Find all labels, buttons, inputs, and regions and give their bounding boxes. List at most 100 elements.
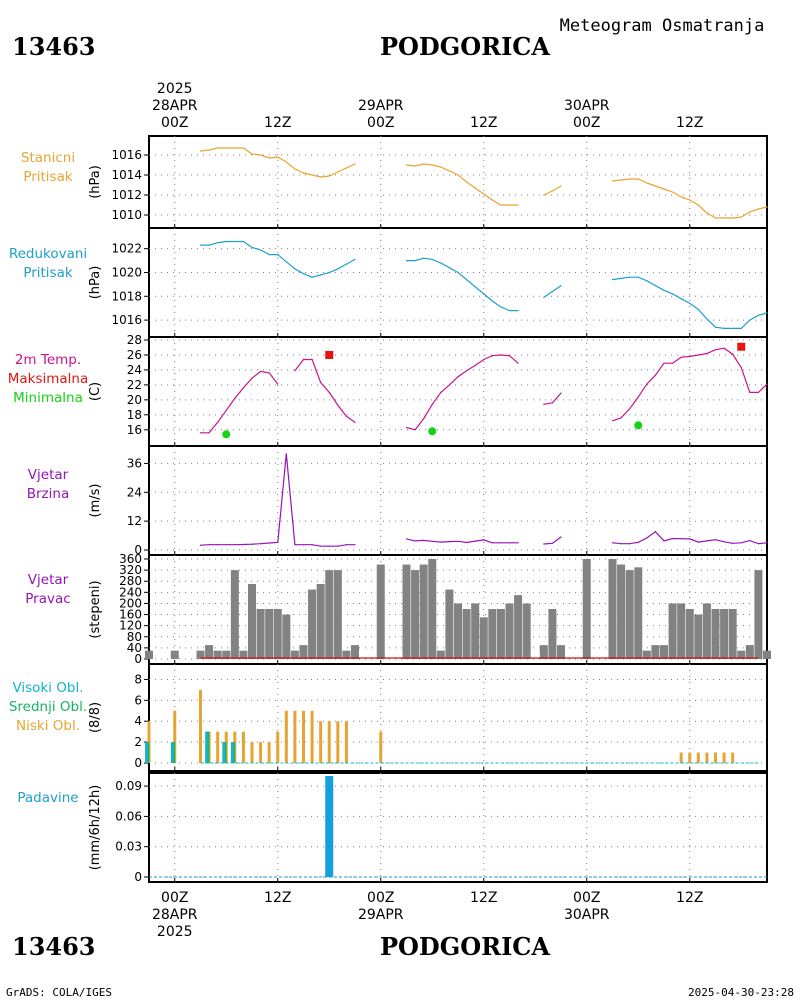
data-point	[543, 296, 545, 299]
series-line	[406, 163, 519, 206]
data-point	[723, 217, 725, 219]
data-point	[766, 542, 768, 544]
data-point	[225, 409, 227, 411]
data-point	[560, 392, 562, 394]
data-point	[414, 429, 416, 431]
wind-dir-bar	[557, 645, 565, 659]
data-point	[706, 212, 708, 214]
data-point	[285, 261, 287, 263]
panel-frame	[148, 135, 768, 229]
data-point	[234, 240, 236, 243]
series-line	[406, 538, 519, 544]
data-point	[706, 352, 708, 355]
y-tick-label: 0	[134, 652, 142, 666]
tmin-marker	[428, 427, 437, 436]
data-point	[268, 157, 270, 159]
data-point	[646, 280, 648, 282]
y-tick-label: 22	[127, 378, 142, 392]
data-point	[294, 370, 296, 372]
data-point	[448, 170, 451, 172]
data-point	[259, 249, 262, 251]
wind-dir-bar	[625, 570, 634, 659]
data-point	[697, 354, 699, 356]
y-tick-label: 1012	[111, 188, 142, 202]
data-point	[268, 254, 270, 256]
data-point	[611, 420, 614, 422]
y-tick-label: 1014	[111, 168, 142, 182]
data-point	[448, 267, 451, 269]
y-axis-label: (8/8)	[88, 702, 103, 733]
data-point	[611, 279, 614, 281]
y-tick-label: 4	[134, 714, 142, 728]
y-tick-label: 12	[127, 514, 142, 528]
data-point	[465, 279, 468, 281]
wind-dir-bar	[230, 570, 239, 659]
wind-dir-bar	[617, 564, 626, 659]
panels: 1010101210141016(hPa)StanicniPritisak101…	[8, 135, 771, 884]
data-point	[423, 163, 425, 165]
data-point	[517, 362, 519, 364]
data-point	[440, 541, 442, 543]
time-label-top: 00Z	[573, 115, 600, 131]
data-point	[749, 211, 751, 213]
y-axis-label: (mm/6h/12h)	[88, 785, 103, 871]
data-point	[689, 538, 691, 540]
panel-label: Redukovani	[9, 246, 87, 262]
time-label-bottom: 00Z	[161, 890, 188, 906]
series-line	[200, 370, 279, 434]
station-name-top: PODGORICA	[380, 32, 550, 61]
cloud-bar	[714, 752, 717, 763]
wind-dir-bar	[222, 650, 231, 659]
wind-dir-bar	[754, 570, 763, 659]
time-label-top: 2025	[157, 81, 193, 97]
cloud-bar	[327, 721, 331, 763]
panel-label: Pravac	[25, 591, 70, 607]
y-tick-label: 1016	[111, 148, 142, 162]
data-point	[294, 168, 296, 170]
y-axis-label: (stepeni)	[88, 580, 103, 638]
y-tick-label: 120	[119, 619, 142, 633]
wind-dir-bar	[290, 650, 299, 659]
data-point	[234, 544, 236, 546]
data-point	[302, 172, 305, 174]
data-point	[311, 544, 313, 546]
data-point	[320, 274, 322, 276]
data-point	[354, 163, 356, 165]
time-label-bottom: 12Z	[470, 890, 497, 906]
data-point	[251, 246, 253, 249]
tmin-marker	[634, 421, 643, 430]
data-point	[508, 542, 511, 544]
data-point	[465, 370, 468, 372]
data-point	[337, 404, 339, 406]
data-point	[551, 190, 554, 192]
panel-label: Maksimalna	[8, 371, 89, 387]
series-line	[406, 354, 519, 431]
data-point	[440, 262, 442, 264]
panel-label: Visoki Obl.	[12, 680, 83, 696]
cloud-bar	[205, 731, 209, 763]
data-point	[500, 542, 502, 544]
panel-label: Pritisak	[23, 169, 73, 185]
time-label-top: 28APR	[152, 98, 198, 114]
wind-dir-bar	[634, 567, 643, 659]
data-point	[766, 383, 768, 385]
data-point	[242, 387, 245, 389]
data-point	[671, 293, 674, 295]
data-point	[457, 271, 459, 274]
y-tick-label: 0.06	[115, 809, 142, 823]
wind-dir-bar	[145, 650, 153, 659]
data-point	[663, 289, 665, 291]
data-point	[697, 541, 699, 543]
panel-frame	[148, 227, 768, 338]
data-point	[714, 217, 717, 219]
data-point	[328, 391, 330, 393]
y-tick-label: 360	[119, 552, 142, 566]
data-point	[199, 244, 202, 246]
data-point	[740, 327, 742, 330]
data-point	[431, 258, 433, 260]
cloud-bar	[170, 742, 174, 763]
wind-dir-bar	[694, 614, 703, 659]
data-point	[697, 204, 699, 206]
